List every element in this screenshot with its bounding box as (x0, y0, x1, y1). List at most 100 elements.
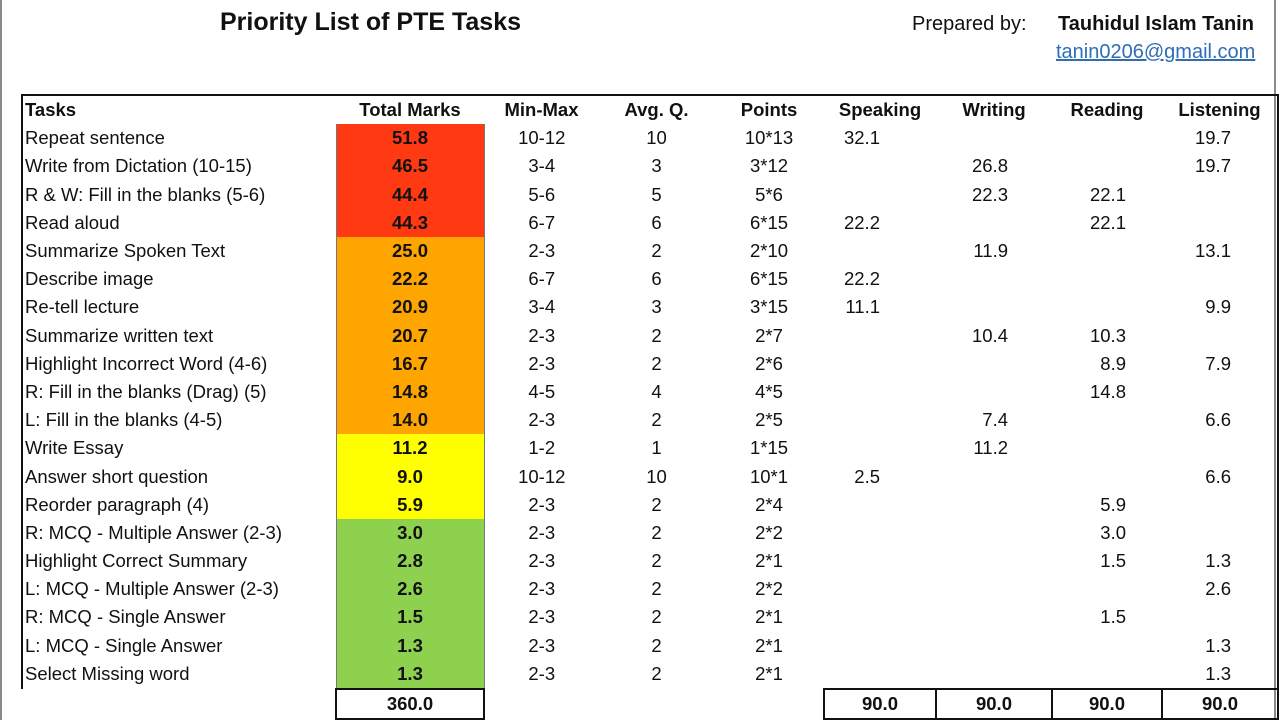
column-header-min-max: Min-Max (504, 99, 579, 121)
avg-q-cell: 1 (651, 437, 662, 459)
writing-cell (936, 350, 1052, 378)
task-name-cell: L: MCQ - Multiple Answer (2-3) (21, 575, 336, 604)
speaking-cell (824, 519, 936, 547)
task-name-cell: Repeat sentence (21, 124, 336, 153)
avg-q-cell: 10 (646, 465, 667, 487)
speaking-cell (824, 491, 936, 519)
listening-cell: 6.6 (1162, 462, 1279, 491)
writing-cell (936, 603, 1052, 631)
points-cell: 2*1 (755, 606, 783, 628)
total-marks-cell: 3.0 (335, 518, 485, 547)
avg-q-cell: 10 (646, 127, 667, 149)
avg-q-cell: 2 (651, 550, 662, 572)
task-name-cell: Read aloud (21, 208, 336, 237)
table-row: Write Essay 11.2 1-2 1 1*15 11.2 (21, 434, 1279, 463)
points-cell: 2*1 (755, 550, 783, 572)
avg-q-cell: 4 (651, 380, 662, 402)
points-cell: 1*15 (749, 437, 789, 459)
min-max-cell: 3-4 (528, 155, 556, 177)
min-max-cell: 2-3 (528, 352, 556, 374)
total-marks-cell: 14.0 (335, 406, 485, 435)
listening-cell (1162, 321, 1279, 350)
reading-cell: 5.9 (1100, 493, 1126, 515)
total-marks-cell: 11.2 (335, 434, 485, 463)
speaking-cell: 22.2 (843, 268, 880, 290)
total-marks-cell: 46.5 (335, 152, 485, 181)
points-cell: 2*1 (755, 634, 783, 656)
speaking-cell (824, 350, 936, 378)
min-max-cell: 1-2 (528, 437, 556, 459)
listening-cell: 13.1 (1162, 236, 1279, 266)
author-name: Tauhidul Islam Tanin (1058, 13, 1254, 35)
reading-cell (1052, 632, 1162, 660)
listening-cell: 2.6 (1162, 575, 1279, 604)
listening-cell (1162, 265, 1279, 294)
reading-cell (1052, 434, 1162, 462)
min-max-cell: 2-3 (528, 521, 556, 543)
table-row: L: Fill in the blanks (4-5) 14.0 2-3 2 2*5 7.… (21, 406, 1279, 435)
listening-cell: 1.3 (1162, 547, 1279, 576)
speaking-cell (824, 181, 936, 209)
reading-cell (1052, 152, 1162, 180)
pte-priority-table: Tasks Total Marks Min-Max Avg. Q. Points… (21, 94, 1279, 720)
min-max-cell: 5-6 (528, 183, 556, 205)
points-cell: 2*2 (755, 521, 783, 543)
total-marks-cell: 1.3 (335, 659, 485, 689)
writing-cell (936, 660, 1052, 689)
totals-spacer (714, 689, 824, 719)
table-row: Reorder paragraph (4) 5.9 2-3 2 2*4 5.9 (21, 490, 1279, 519)
total-marks-sum: 360.0 (335, 687, 485, 720)
task-name-cell: Re-tell lecture (21, 293, 336, 322)
writing-cell (936, 293, 1052, 321)
avg-q-cell: 2 (651, 240, 662, 262)
writing-cell (936, 491, 1052, 519)
totals-row: 360.0 90.0 90.0 90.0 90.0 (22, 687, 1279, 720)
avg-q-cell: 6 (651, 268, 662, 290)
task-name-cell: Summarize written text (21, 321, 336, 350)
total-marks-cell: 20.9 (335, 293, 485, 322)
speaking-cell (824, 322, 936, 350)
table-row: Answer short question 9.0 10-12 10 10*1 2.5 6.… (21, 462, 1279, 491)
points-cell: 2*10 (749, 240, 789, 262)
writing-cell (936, 265, 1052, 293)
table-row: L: MCQ - Multiple Answer (2-3) 2.6 2-3 2 2*2… (21, 575, 1279, 604)
page-title: Priority List of PTE Tasks (220, 8, 522, 36)
listening-cell (1162, 434, 1279, 463)
writing-cell: 26.8 (971, 155, 1008, 177)
reading-cell (1052, 293, 1162, 321)
avg-q-cell: 2 (651, 663, 662, 685)
reading-cell (1052, 406, 1162, 434)
table-header-row: Tasks Total Marks Min-Max Avg. Q. Points… (21, 95, 1279, 125)
table-row: Repeat sentence 51.8 10-12 10 10*13 32.1 19.7 (21, 124, 1279, 153)
table-row: R & W: Fill in the blanks (5-6) 44.4 5-6 5 5… (21, 180, 1279, 209)
avg-q-cell: 2 (651, 352, 662, 374)
listening-cell: 1.3 (1162, 659, 1279, 689)
writing-cell: 11.9 (973, 240, 1008, 262)
min-max-cell: 10-12 (518, 465, 566, 487)
author-email-link[interactable]: tanin0206@gmail.com (1056, 41, 1256, 63)
speaking-cell: 22.2 (843, 211, 880, 233)
avg-q-cell: 2 (651, 409, 662, 431)
writing-cell: 11.2 (973, 437, 1008, 459)
points-cell: 2*5 (755, 409, 783, 431)
listening-cell (1162, 208, 1279, 237)
table-row: R: MCQ - Multiple Answer (2-3) 3.0 2-3 2 2*2… (21, 518, 1279, 547)
table-row: Describe image 22.2 6-7 6 6*15 22.2 (21, 265, 1279, 294)
points-cell: 10*13 (744, 127, 794, 149)
table-row: Highlight Correct Summary 2.8 2-3 2 2*1 1.5 1.… (21, 547, 1279, 576)
task-name-cell: L: Fill in the blanks (4-5) (21, 406, 336, 435)
points-cell: 3*15 (749, 296, 789, 318)
task-name-cell: R: Fill in the blanks (Drag) (5) (21, 377, 336, 407)
writing-cell (936, 209, 1052, 237)
listening-cell (1162, 603, 1279, 632)
min-max-cell: 2-3 (528, 634, 556, 656)
table-row: L: MCQ - Single Answer 1.3 2-3 2 2*1 1.3 (21, 631, 1279, 660)
speaking-cell: 32.1 (843, 127, 880, 149)
reading-cell (1052, 124, 1162, 152)
points-cell: 3*12 (749, 155, 789, 177)
speaking-cell (824, 575, 936, 603)
listening-cell: 1.3 (1162, 631, 1279, 660)
min-max-cell: 2-3 (528, 324, 556, 346)
reading-cell: 1.5 (1100, 550, 1126, 572)
reading-sum: 90.0 (1051, 687, 1163, 720)
